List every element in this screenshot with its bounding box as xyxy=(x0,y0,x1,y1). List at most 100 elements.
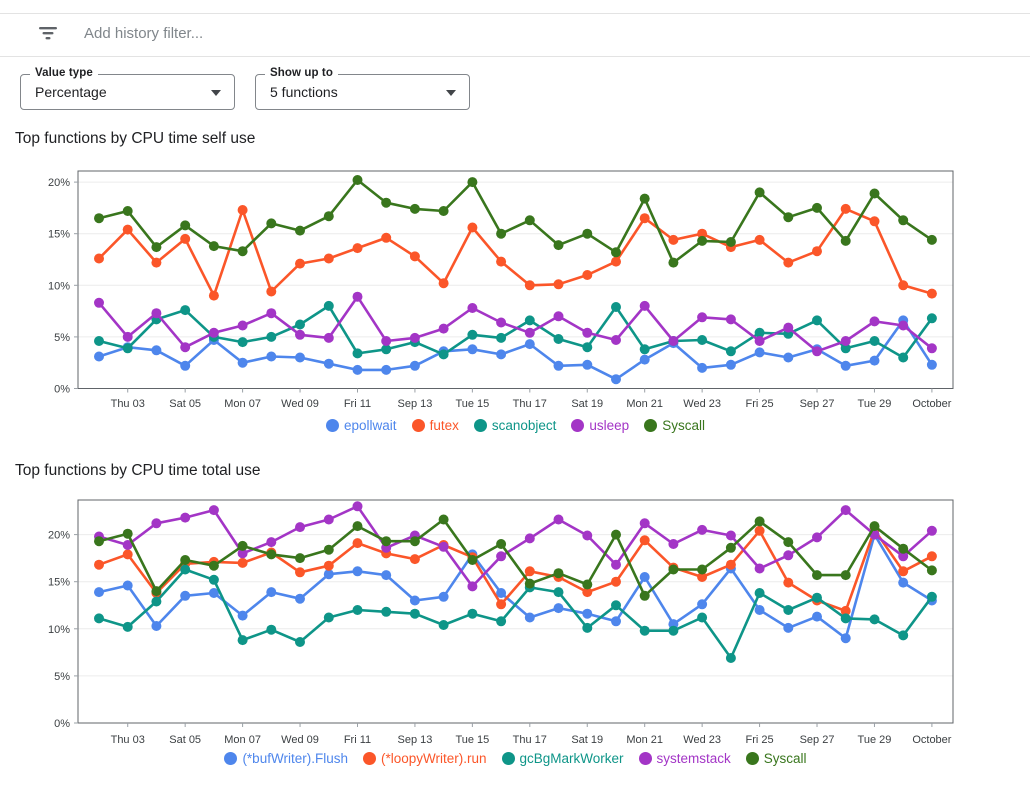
data-point[interactable] xyxy=(496,588,507,598)
data-point[interactable] xyxy=(611,559,621,570)
data-point[interactable] xyxy=(438,278,449,289)
data-point[interactable] xyxy=(467,329,478,340)
data-point[interactable] xyxy=(783,212,794,223)
data-point[interactable] xyxy=(381,364,392,375)
data-point[interactable] xyxy=(840,203,851,214)
data-point[interactable] xyxy=(122,343,133,354)
data-point[interactable] xyxy=(898,543,909,554)
data-point[interactable] xyxy=(323,300,334,311)
data-point[interactable] xyxy=(783,577,794,588)
data-point[interactable] xyxy=(639,535,650,546)
data-point[interactable] xyxy=(381,536,392,547)
legend-item-Syscall[interactable]: Syscall xyxy=(745,751,807,766)
data-point[interactable] xyxy=(611,302,621,312)
data-point[interactable] xyxy=(611,247,621,258)
data-point[interactable] xyxy=(438,323,449,334)
data-point[interactable] xyxy=(869,216,880,227)
data-point[interactable] xyxy=(266,537,277,548)
data-point[interactable] xyxy=(237,635,248,646)
data-point[interactable] xyxy=(151,596,162,607)
data-point[interactable] xyxy=(295,593,305,604)
data-point[interactable] xyxy=(812,246,822,257)
data-point[interactable] xyxy=(409,554,420,565)
data-point[interactable] xyxy=(323,253,334,264)
data-point[interactable] xyxy=(754,525,765,536)
data-point[interactable] xyxy=(697,228,708,239)
data-point[interactable] xyxy=(409,536,420,547)
data-point[interactable] xyxy=(352,364,363,375)
data-point[interactable] xyxy=(754,563,765,574)
data-point[interactable] xyxy=(553,603,564,614)
data-point[interactable] xyxy=(208,505,219,516)
data-point[interactable] xyxy=(553,587,564,598)
data-point[interactable] xyxy=(812,346,822,357)
data-point[interactable] xyxy=(295,522,305,533)
data-point[interactable] xyxy=(352,243,363,254)
data-point[interactable] xyxy=(496,539,507,549)
data-point[interactable] xyxy=(783,537,794,548)
data-point[interactable] xyxy=(697,312,708,323)
data-point[interactable] xyxy=(409,251,420,262)
data-point[interactable] xyxy=(295,329,305,340)
data-point[interactable] xyxy=(295,352,305,363)
data-point[interactable] xyxy=(840,505,851,516)
data-point[interactable] xyxy=(725,314,736,325)
data-point[interactable] xyxy=(840,336,851,346)
data-point[interactable] xyxy=(524,578,535,589)
data-point[interactable] xyxy=(122,549,133,560)
data-point[interactable] xyxy=(697,362,708,373)
data-point[interactable] xyxy=(496,332,507,343)
data-point[interactable] xyxy=(553,514,564,525)
data-point[interactable] xyxy=(639,354,650,365)
data-point[interactable] xyxy=(926,288,937,299)
data-point[interactable] xyxy=(725,542,736,553)
data-point[interactable] xyxy=(381,336,392,346)
data-point[interactable] xyxy=(409,595,420,606)
data-point[interactable] xyxy=(582,327,593,338)
data-point[interactable] xyxy=(812,202,822,213)
data-point[interactable] xyxy=(180,233,191,244)
history-filter-input[interactable]: Add history filter... xyxy=(84,24,204,42)
data-point[interactable] xyxy=(754,234,765,245)
data-point[interactable] xyxy=(553,279,564,290)
data-point[interactable] xyxy=(898,215,909,226)
data-point[interactable] xyxy=(697,564,708,575)
data-point[interactable] xyxy=(352,175,363,185)
data-point[interactable] xyxy=(611,256,621,267)
data-point[interactable] xyxy=(208,241,219,252)
data-point[interactable] xyxy=(754,187,765,198)
data-point[interactable] xyxy=(582,608,593,619)
data-point[interactable] xyxy=(295,225,305,236)
data-point[interactable] xyxy=(381,197,392,208)
data-point[interactable] xyxy=(725,346,736,357)
data-point[interactable] xyxy=(438,514,449,525)
data-point[interactable] xyxy=(926,591,937,602)
data-point[interactable] xyxy=(725,653,736,663)
data-point[interactable] xyxy=(840,633,851,644)
data-point[interactable] xyxy=(611,529,621,540)
data-point[interactable] xyxy=(869,355,880,366)
data-point[interactable] xyxy=(611,335,621,345)
data-point[interactable] xyxy=(266,549,277,560)
data-point[interactable] xyxy=(496,317,507,328)
data-point[interactable] xyxy=(524,339,535,350)
data-point[interactable] xyxy=(151,345,162,356)
data-point[interactable] xyxy=(668,539,679,549)
data-point[interactable] xyxy=(180,555,191,565)
data-point[interactable] xyxy=(496,256,507,267)
data-point[interactable] xyxy=(812,315,822,326)
data-point[interactable] xyxy=(151,621,162,631)
data-point[interactable] xyxy=(754,588,765,598)
data-point[interactable] xyxy=(553,240,564,251)
data-point[interactable] xyxy=(151,518,162,529)
data-point[interactable] xyxy=(668,564,679,575)
data-point[interactable] xyxy=(639,300,650,311)
data-point[interactable] xyxy=(323,332,334,343)
data-point[interactable] xyxy=(869,614,880,625)
data-point[interactable] xyxy=(639,572,650,582)
data-point[interactable] xyxy=(180,305,191,316)
data-point[interactable] xyxy=(94,213,104,224)
data-point[interactable] xyxy=(94,297,104,308)
data-point[interactable] xyxy=(467,303,478,313)
data-point[interactable] xyxy=(122,331,133,342)
